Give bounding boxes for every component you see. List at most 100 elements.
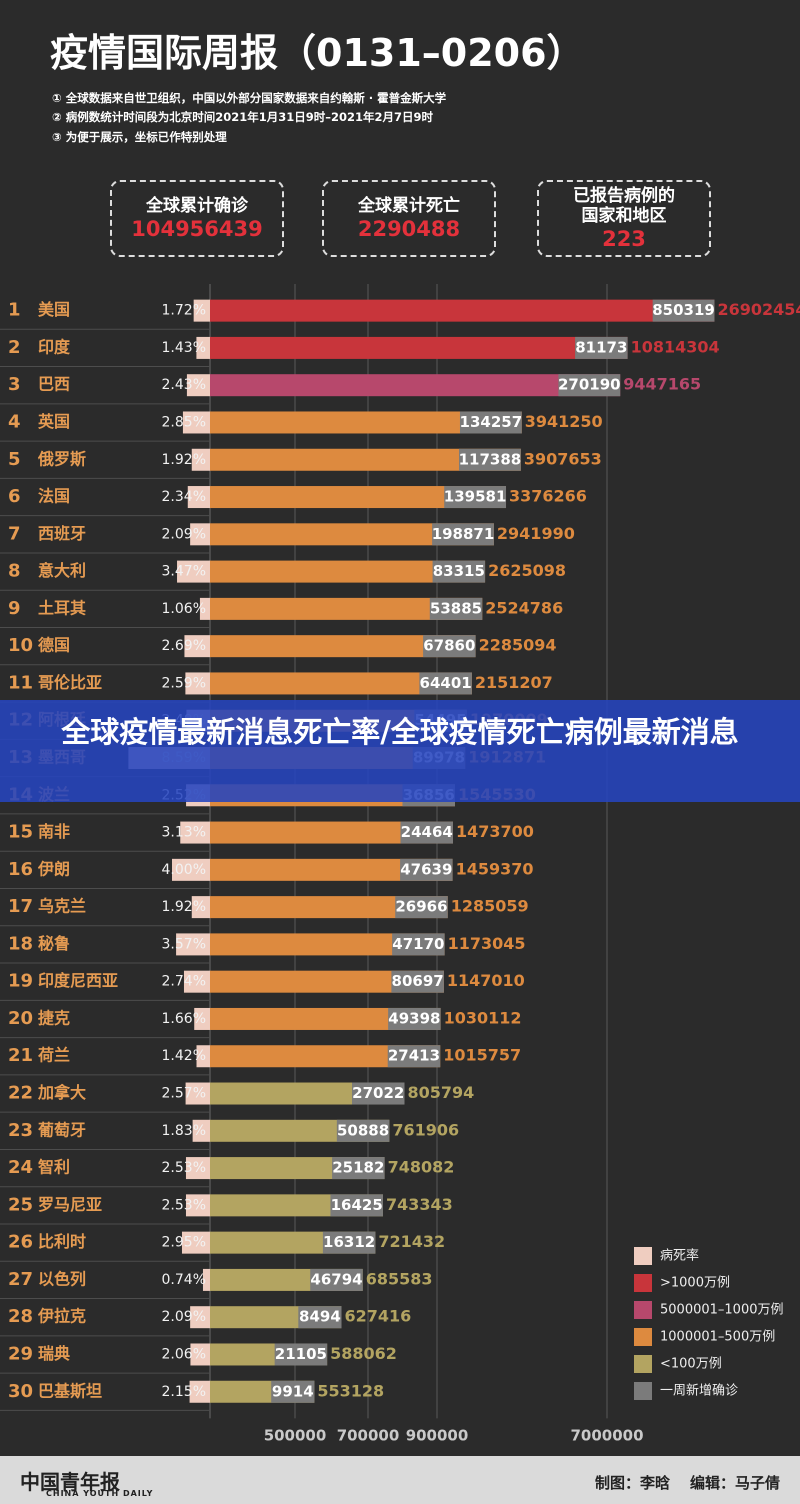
total-label: 1147010	[447, 971, 525, 990]
legend-label: 1000001–500万例	[660, 1330, 775, 1345]
new-cases-box	[388, 1007, 441, 1030]
new-cases-label: 27022	[352, 1084, 404, 1102]
rate-label: 2.74%	[162, 974, 206, 990]
rate-label: 1.83%	[162, 1123, 206, 1139]
bar	[210, 896, 448, 919]
new-cases-label: 117388	[459, 450, 522, 468]
new-cases-box	[391, 970, 444, 993]
category-label: 智利	[38, 1158, 70, 1177]
rate-bar	[192, 1119, 210, 1142]
rate-bar	[184, 635, 210, 658]
new-cases-box	[432, 523, 494, 546]
note: ② 病例数统计时间段为北京时间2021年1月31日9时–2021年2月7日9时	[52, 110, 434, 124]
new-cases-box	[274, 1343, 328, 1366]
x-tick-label: 500000	[264, 1427, 327, 1445]
total-label: 2524786	[485, 598, 563, 617]
total-label: 1030112	[444, 1008, 522, 1027]
rank: 27	[8, 1269, 33, 1290]
category-label: 比利时	[38, 1232, 86, 1251]
rate-label: 3.13%	[162, 825, 206, 841]
total-label: 1015757	[443, 1046, 521, 1065]
total-label: 1173045	[448, 934, 526, 953]
rate-bar	[191, 896, 210, 919]
total-label: 805794	[407, 1083, 474, 1102]
new-cases-box	[395, 896, 448, 919]
rate-label: 2.69%	[162, 638, 206, 654]
category-label: 捷克	[38, 1008, 70, 1027]
rank: 25	[8, 1194, 33, 1215]
rate-label: 2.85%	[162, 414, 206, 430]
new-cases-box	[429, 597, 483, 620]
rate-label: 2.53%	[162, 1160, 206, 1176]
total-label: 1459370	[456, 859, 534, 878]
rate-label: 2.09%	[162, 1309, 206, 1325]
rate-bar	[182, 411, 210, 434]
bar	[210, 1007, 441, 1030]
new-cases-label: 50888	[337, 1121, 389, 1139]
category-label: 伊朗	[37, 859, 70, 878]
new-cases-box	[310, 1268, 363, 1291]
rank: 30	[8, 1381, 33, 1402]
bar	[210, 448, 521, 471]
new-cases-box	[444, 486, 507, 509]
rank: 6	[8, 486, 21, 507]
rate-bar	[176, 933, 210, 956]
total-label: 3907653	[524, 449, 602, 468]
category-label: 加拿大	[37, 1083, 86, 1102]
total-label: 627416	[345, 1307, 412, 1326]
rate-bar	[172, 858, 210, 881]
category-label: 巴基斯坦	[38, 1381, 102, 1400]
x-tick-label: 7000000	[570, 1427, 643, 1445]
summary-label: 全球累计确诊	[146, 195, 248, 216]
category-label: 法国	[38, 487, 70, 506]
rate-label: 2.43%	[162, 377, 206, 393]
new-cases-box	[336, 1119, 390, 1142]
rate-bar	[191, 448, 210, 471]
summary-box: 已报告病例的国家和地区 223	[537, 180, 711, 257]
category-label: 西班牙	[38, 524, 86, 543]
new-cases-label: 53885	[430, 599, 482, 617]
new-cases-label: 49398	[388, 1009, 440, 1027]
rank: 1	[8, 300, 21, 321]
new-cases-box	[400, 858, 453, 881]
rate-label: 2.09%	[162, 526, 206, 542]
category-label: 土耳其	[38, 598, 86, 617]
new-cases-box	[652, 299, 715, 322]
rate-bar	[194, 1007, 210, 1030]
category-label: 哥伦比亚	[38, 673, 102, 692]
category-label: 南非	[38, 822, 70, 841]
rank: 29	[8, 1343, 33, 1364]
credit: 制图：李晗	[594, 1474, 670, 1492]
new-cases-box	[387, 1045, 441, 1068]
legend-swatch	[634, 1301, 652, 1319]
bar	[210, 858, 453, 881]
rank: 22	[8, 1083, 33, 1104]
x-tick-label: 900000	[406, 1427, 469, 1445]
category-label: 伊拉克	[37, 1307, 86, 1326]
category-label: 俄罗斯	[37, 449, 86, 468]
total-label: 9447165	[623, 375, 701, 394]
total-label: 721432	[378, 1232, 445, 1251]
legend-swatch	[634, 1382, 652, 1400]
rate-label: 4.00%	[162, 862, 206, 878]
rate-label: 1.42%	[162, 1048, 206, 1064]
rate-label: 2.59%	[162, 675, 206, 691]
bar	[210, 597, 483, 620]
total-label: 2285094	[479, 636, 557, 655]
new-cases-box	[271, 1380, 315, 1403]
summary-value: 2290488	[357, 216, 461, 241]
new-cases-label: 270190	[558, 376, 621, 394]
new-cases-box	[330, 1194, 383, 1217]
rate-label: 2.06%	[162, 1346, 206, 1362]
rank: 5	[8, 449, 21, 470]
rank: 2	[8, 337, 21, 358]
rate-bar	[196, 336, 210, 359]
summary-box: 全球累计确诊 104956439	[110, 180, 284, 257]
title: 疫情国际周报（0131–0206）	[50, 31, 585, 75]
rank: 15	[8, 822, 33, 843]
bar	[210, 560, 486, 583]
rate-bar	[193, 299, 210, 322]
rate-label: 1.06%	[162, 601, 206, 617]
new-cases-label: 26966	[395, 898, 447, 916]
rate-bar	[190, 1306, 210, 1329]
